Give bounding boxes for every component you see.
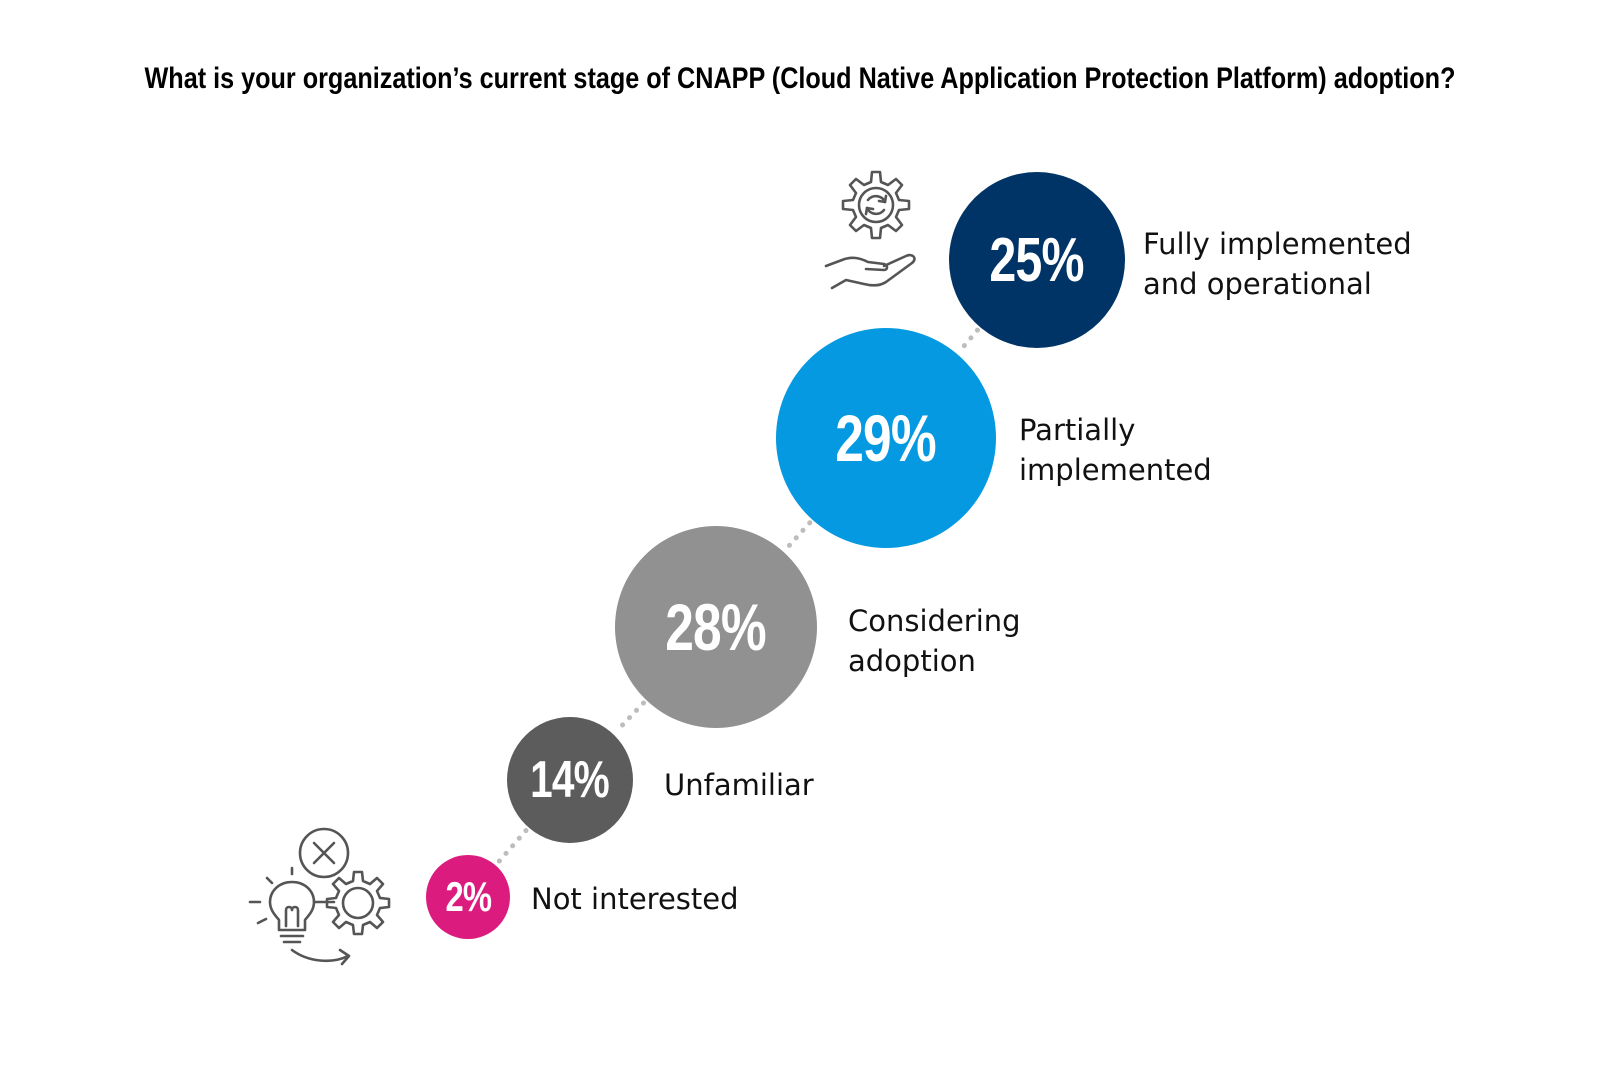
bubble-value: 29% <box>835 401 937 475</box>
connector-dots <box>957 327 980 354</box>
bubble: 14% <box>507 717 633 843</box>
lightbulb-gear-cancel-icon <box>248 827 391 966</box>
bubble-label: Partially implemented <box>1019 410 1212 490</box>
connector-dots <box>613 700 647 735</box>
bubble-value: 28% <box>665 590 767 664</box>
connector-dots <box>495 828 529 865</box>
connector-dots <box>783 520 813 552</box>
bubble: 2% <box>426 855 510 939</box>
chart-title: What is your organization’s current stag… <box>144 62 1456 95</box>
bubble-value: 14% <box>530 751 611 809</box>
bubble-value: 25% <box>989 225 1085 295</box>
bubble: 28% <box>615 526 817 728</box>
bubble-label: Unfamiliar <box>664 765 814 805</box>
bubble-label-line: implemented <box>1019 453 1212 487</box>
bubble-label-line: Considering <box>848 604 1021 638</box>
gear-in-hand-icon <box>824 170 916 290</box>
bubble-label-line: Partially <box>1019 413 1136 447</box>
bubble-label-line: Not interested <box>531 882 739 916</box>
bubble: 29% <box>776 328 996 548</box>
bubble-label-line: and operational <box>1143 267 1372 301</box>
bubble-label: Fully implemented and operational <box>1143 224 1412 304</box>
bubble-label: Not interested <box>531 879 739 919</box>
bubble-value: 2% <box>445 873 492 920</box>
bubble-label: Considering adoption <box>848 601 1021 681</box>
bubble-label-line: Fully implemented <box>1143 227 1412 261</box>
bubble: 25% <box>949 172 1125 348</box>
bubble-label-line: Unfamiliar <box>664 768 814 802</box>
bubble-label-line: adoption <box>848 644 976 678</box>
